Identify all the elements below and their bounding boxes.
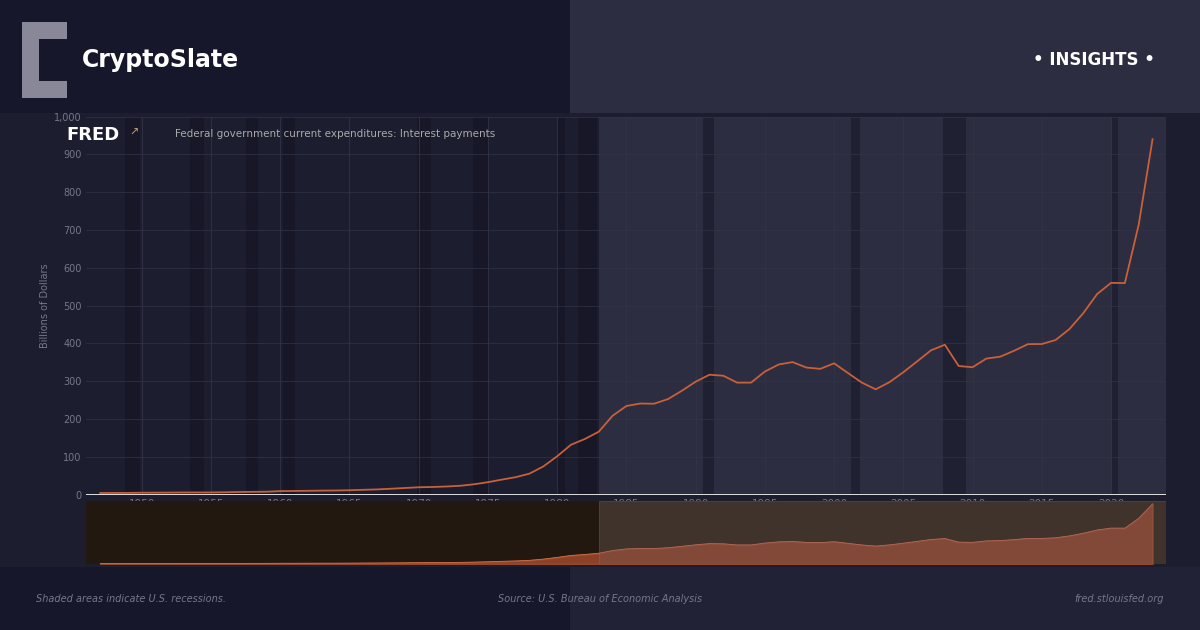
Bar xyxy=(570,0,1200,113)
Bar xyxy=(418,79,431,495)
Text: ↗: ↗ xyxy=(130,127,139,137)
Text: FRED: FRED xyxy=(66,126,119,144)
Text: Federal government current expenditures: Interest payments: Federal government current expenditures:… xyxy=(175,129,496,139)
Text: Source: U.S. Bureau of Economic Analysis: Source: U.S. Bureau of Economic Analysis xyxy=(498,593,702,604)
Bar xyxy=(851,79,860,495)
Polygon shape xyxy=(22,22,67,98)
Bar xyxy=(578,79,598,495)
Bar xyxy=(570,567,1200,630)
Bar xyxy=(283,79,295,495)
Y-axis label: Billions of Dollars: Billions of Dollars xyxy=(40,263,49,348)
Text: Shaded areas indicate U.S. recessions.: Shaded areas indicate U.S. recessions. xyxy=(36,593,226,604)
Bar xyxy=(599,501,1200,564)
Text: CryptoSlate: CryptoSlate xyxy=(82,48,239,72)
Bar xyxy=(191,79,204,495)
Bar xyxy=(599,444,1200,564)
Bar xyxy=(473,79,490,495)
Bar xyxy=(943,79,966,495)
Bar xyxy=(246,79,258,495)
Bar xyxy=(125,79,140,495)
Bar xyxy=(702,79,714,495)
Bar xyxy=(599,79,1200,495)
Bar xyxy=(1112,79,1118,495)
Text: • INSIGHTS •: • INSIGHTS • xyxy=(1032,51,1154,69)
Polygon shape xyxy=(38,38,68,81)
Text: fred.stlouisfed.org: fred.stlouisfed.org xyxy=(1074,593,1164,604)
Bar xyxy=(557,79,565,495)
